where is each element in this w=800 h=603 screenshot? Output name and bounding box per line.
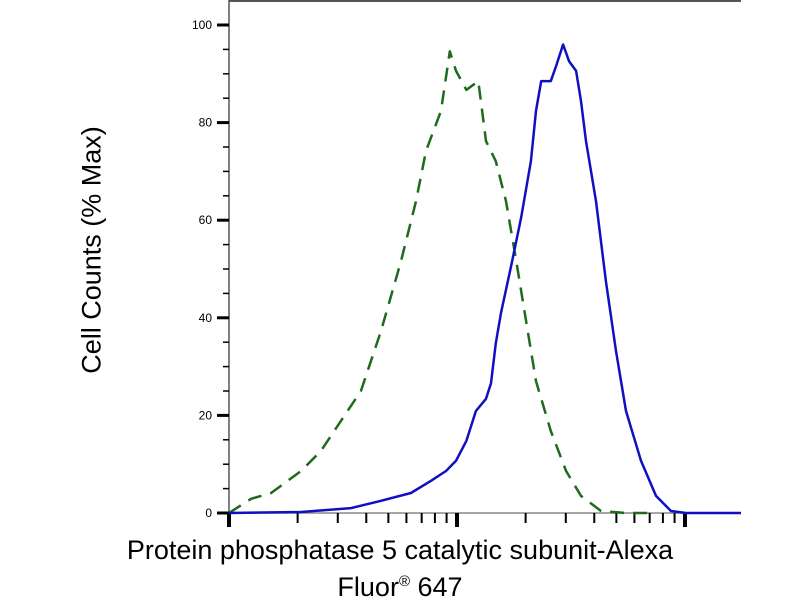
y-axis-label: Cell Counts (% Max) (76, 126, 107, 374)
x-axis-label-line1: Protein phosphatase 5 catalytic subunit-… (126, 535, 674, 565)
y-tick-label: 20 (199, 408, 213, 422)
y-tick-label: 100 (192, 18, 212, 32)
y-tick-label: 40 (199, 311, 213, 325)
isotype-control-dashed-line (228, 50, 652, 515)
y-tick-label: 80 (199, 116, 213, 130)
x-axis-label-647: 647 (410, 572, 463, 602)
x-axis-label-fluor: Fluor (337, 572, 399, 602)
series-group (228, 43, 741, 515)
x-axis-label-line2: Fluor® 647 (0, 566, 800, 603)
y-tick-label: 0 (205, 506, 212, 520)
sample-solid-line (228, 43, 741, 515)
axes: 0 20 40 60 80 100 (192, 0, 741, 527)
y-tick-label: 60 (199, 213, 213, 227)
registered-mark: ® (398, 573, 410, 590)
